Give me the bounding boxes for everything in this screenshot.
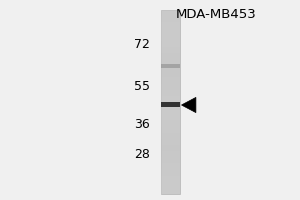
Bar — [160, 77, 180, 84]
Bar — [160, 163, 180, 169]
Bar — [160, 188, 180, 194]
Bar — [160, 53, 180, 59]
Bar — [160, 102, 180, 107]
Bar — [160, 41, 180, 47]
Bar — [160, 151, 180, 157]
Bar — [160, 114, 180, 120]
Bar — [160, 120, 180, 127]
Bar — [160, 182, 180, 188]
Polygon shape — [182, 97, 196, 113]
Text: 72: 72 — [134, 38, 150, 50]
Bar — [160, 96, 180, 102]
Bar — [160, 133, 180, 139]
Text: MDA-MB453: MDA-MB453 — [176, 8, 256, 21]
Bar — [160, 108, 180, 114]
Bar — [160, 10, 180, 194]
Bar — [160, 176, 180, 182]
Bar — [160, 22, 180, 28]
Text: 55: 55 — [134, 79, 150, 92]
Bar — [160, 28, 180, 35]
Bar — [160, 169, 180, 176]
Bar — [160, 10, 180, 16]
Bar — [160, 157, 180, 163]
Text: 28: 28 — [134, 148, 150, 160]
Bar — [160, 145, 180, 151]
Bar — [160, 90, 180, 96]
Bar — [160, 65, 180, 71]
Bar — [160, 127, 180, 133]
Bar — [160, 71, 180, 77]
Bar — [160, 47, 180, 53]
Bar — [160, 59, 180, 65]
Bar — [160, 35, 180, 41]
Text: 36: 36 — [134, 117, 150, 130]
Bar — [160, 64, 180, 68]
Bar — [160, 16, 180, 22]
Bar — [160, 102, 180, 108]
Bar — [160, 84, 180, 90]
Bar — [160, 139, 180, 145]
